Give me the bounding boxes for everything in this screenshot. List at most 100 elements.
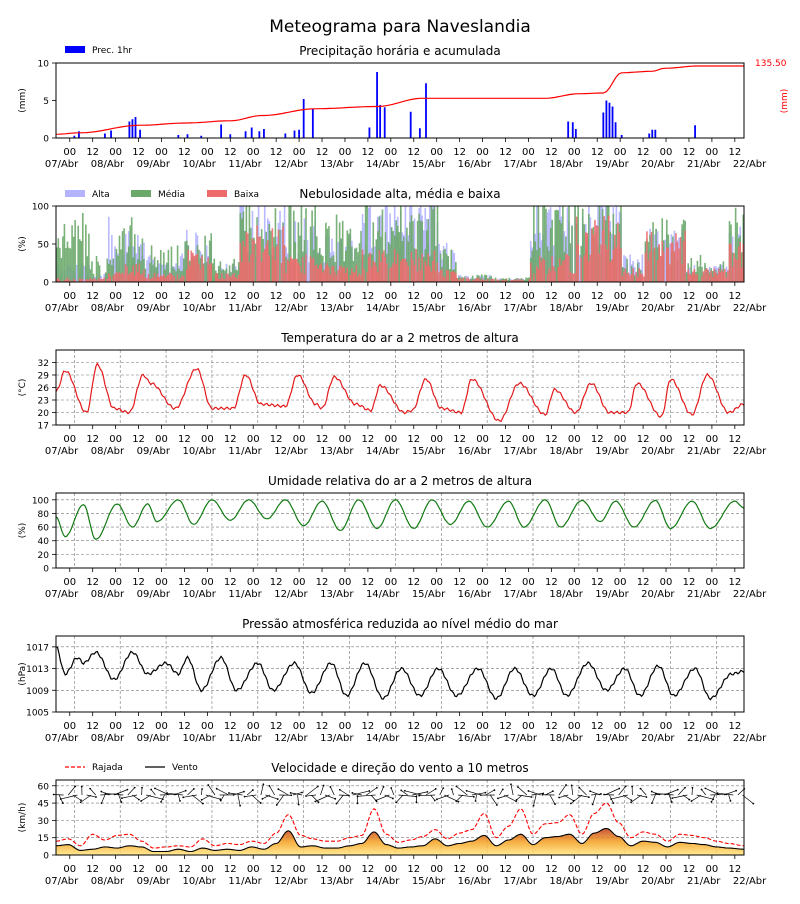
cloud-bar-baixa (140, 275, 142, 282)
cloud-bar-media (431, 206, 433, 282)
wind-arrow (221, 795, 224, 801)
cloud-bar-baixa (603, 216, 605, 282)
cloud-bar-baixa (269, 255, 271, 282)
x-tick-day: 21/Abr (687, 446, 721, 457)
x-tick-day: 18/Abr (549, 589, 583, 600)
x-tick-day: 22/Abr (733, 446, 767, 457)
x-tick-hour: 12 (499, 864, 512, 875)
plot-frame (56, 63, 744, 138)
x-tick-hour: 00 (339, 864, 352, 875)
wind-arrow-head (701, 789, 703, 791)
cloud-bar-baixa (460, 278, 462, 282)
x-tick-day: 13/Abr (320, 303, 354, 314)
precip-bar (139, 130, 141, 138)
cloud-bar-baixa (432, 261, 434, 282)
x-tick-hour: 00 (293, 147, 306, 158)
x-tick-day: 09/Abr (137, 303, 171, 314)
wind-arrow-head (150, 789, 152, 791)
cloud-bar-baixa (710, 271, 712, 282)
cloud-bar-media (574, 206, 576, 282)
wind-arrow-head (134, 787, 136, 789)
cloud-bar-baixa (233, 273, 235, 282)
wind-arrow-head (415, 801, 417, 803)
cloud-bar-baixa (320, 263, 322, 282)
cloud-bar-baixa (385, 257, 387, 282)
x-tick-hour: 00 (660, 434, 673, 445)
x-tick-hour: 12 (178, 721, 191, 732)
cloud-bar-baixa (249, 262, 251, 282)
x-tick-day: 11/Abr (228, 303, 262, 314)
precip-bar (303, 99, 305, 138)
cloud-bar-baixa (322, 272, 324, 282)
y-axis-label: (°C) (18, 379, 28, 397)
cloud-bar-baixa (79, 278, 81, 282)
precip-bar (132, 119, 134, 138)
wind-arrow (605, 789, 619, 795)
cloud-bar-baixa (530, 263, 532, 282)
cloud-bar-media (212, 263, 214, 282)
x-tick-hour: 12 (270, 291, 283, 302)
cloud-bar-baixa (207, 257, 209, 282)
cloud-bar-baixa (117, 273, 119, 282)
wind-arrow-head (95, 796, 97, 798)
cloud-bar-baixa (629, 275, 631, 282)
wind-arrow-head (645, 796, 647, 798)
cloud-bar-baixa (447, 270, 449, 282)
cloud-bar-baixa (261, 262, 263, 282)
cloud-bar-baixa (180, 278, 182, 282)
x-tick-hour: 00 (568, 147, 581, 158)
x-tick-hour: 12 (224, 434, 237, 445)
cloud-bar-baixa (382, 253, 384, 282)
y-tick-label: 1009 (26, 687, 49, 697)
wind-arrow (419, 795, 435, 796)
cloud-bar-baixa (157, 274, 159, 282)
x-tick-hour: 12 (591, 147, 604, 158)
x-tick-day: 13/Abr (320, 876, 354, 887)
x-tick-day: 16/Abr (458, 303, 492, 314)
y-axis-label: (hPa) (18, 662, 28, 685)
cloud-bar-baixa (369, 253, 371, 282)
cloud-bar-baixa (454, 272, 456, 282)
cloud-bar-baixa (542, 258, 544, 282)
x-tick-hour: 12 (270, 721, 283, 732)
wind-arrow-head (105, 793, 107, 795)
cloud-bar-baixa (597, 226, 599, 282)
x-tick-day: 08/Abr (91, 303, 125, 314)
cloud-bar-baixa (258, 237, 260, 282)
cloud-bar-baixa (405, 259, 407, 282)
wind-arrow-head (711, 801, 713, 803)
wind-arrow-head (671, 801, 673, 803)
cloud-bar-media (65, 248, 67, 282)
legend-label-cloud: Baixa (234, 190, 259, 200)
wind-arrow (376, 795, 389, 800)
wind-arrow-head (216, 788, 218, 790)
x-tick-hour: 12 (224, 864, 237, 875)
cloud-bar-baixa (415, 249, 417, 282)
wind-arrow-head (141, 787, 143, 789)
cloud-bar-baixa (478, 278, 480, 282)
y-tick-label: 20 (38, 551, 50, 561)
cloud-bar-baixa (342, 268, 344, 282)
cloud-bar-baixa (235, 277, 237, 282)
x-tick-day: 14/Abr (366, 876, 400, 887)
cloud-bar-baixa (241, 262, 243, 282)
x-tick-hour: 00 (384, 577, 397, 588)
cloud-bar-baixa (230, 277, 232, 282)
x-tick-hour: 00 (293, 864, 306, 875)
wind-arrow-head (179, 800, 181, 802)
cloud-bar-baixa (609, 262, 611, 282)
x-tick-hour: 12 (86, 434, 99, 445)
cloud-bar-media (545, 209, 547, 282)
wind-arrow-head (126, 789, 128, 791)
cloud-bar-baixa (562, 261, 564, 282)
cloud-bar-baixa (137, 272, 139, 282)
cloud-bar-baixa (594, 220, 596, 282)
wind-arrow (611, 795, 628, 799)
cloud-bar-baixa (681, 264, 683, 282)
cloud-bar-baixa (351, 268, 353, 282)
cloud-bar-media (87, 256, 89, 282)
x-tick-day: 19/Abr (595, 589, 629, 600)
x-tick-day: 18/Abr (549, 733, 583, 744)
wind-arrow-head (473, 796, 475, 798)
